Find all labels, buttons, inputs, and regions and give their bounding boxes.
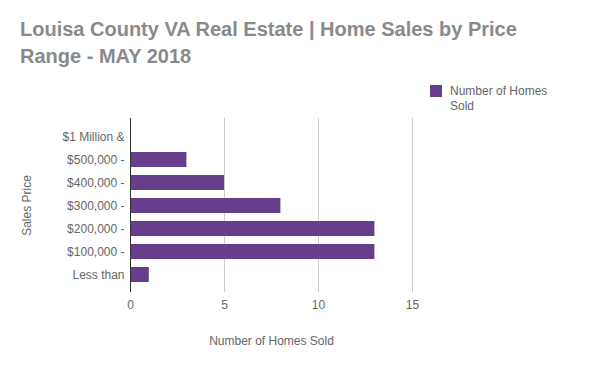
svg-text:$100,000 -: $100,000 - [67,245,124,259]
svg-text:Sales Price: Sales Price [20,175,34,236]
svg-text:Less than: Less than [72,268,124,282]
svg-text:$500,000 -: $500,000 - [67,153,124,167]
svg-text:15: 15 [406,298,420,312]
svg-text:$400,000 -: $400,000 - [67,176,124,190]
svg-text:$200,000 -: $200,000 - [67,222,124,236]
svg-text:$1 Million &: $1 Million & [62,130,124,144]
svg-text:0: 0 [127,298,134,312]
svg-text:10: 10 [312,298,326,312]
html-text:Number of Homes Sold: Number of Homes Sold [450,84,548,113]
svg-text:5: 5 [221,298,228,312]
svg-text:Number of Homes Sold: Number of Homes Sold [209,334,334,348]
svg-text:$300,000 -: $300,000 - [67,199,124,213]
html-text:Louisa County VA Real Estate |: Louisa County VA Real Estate | Home Sale… [20,18,517,67]
